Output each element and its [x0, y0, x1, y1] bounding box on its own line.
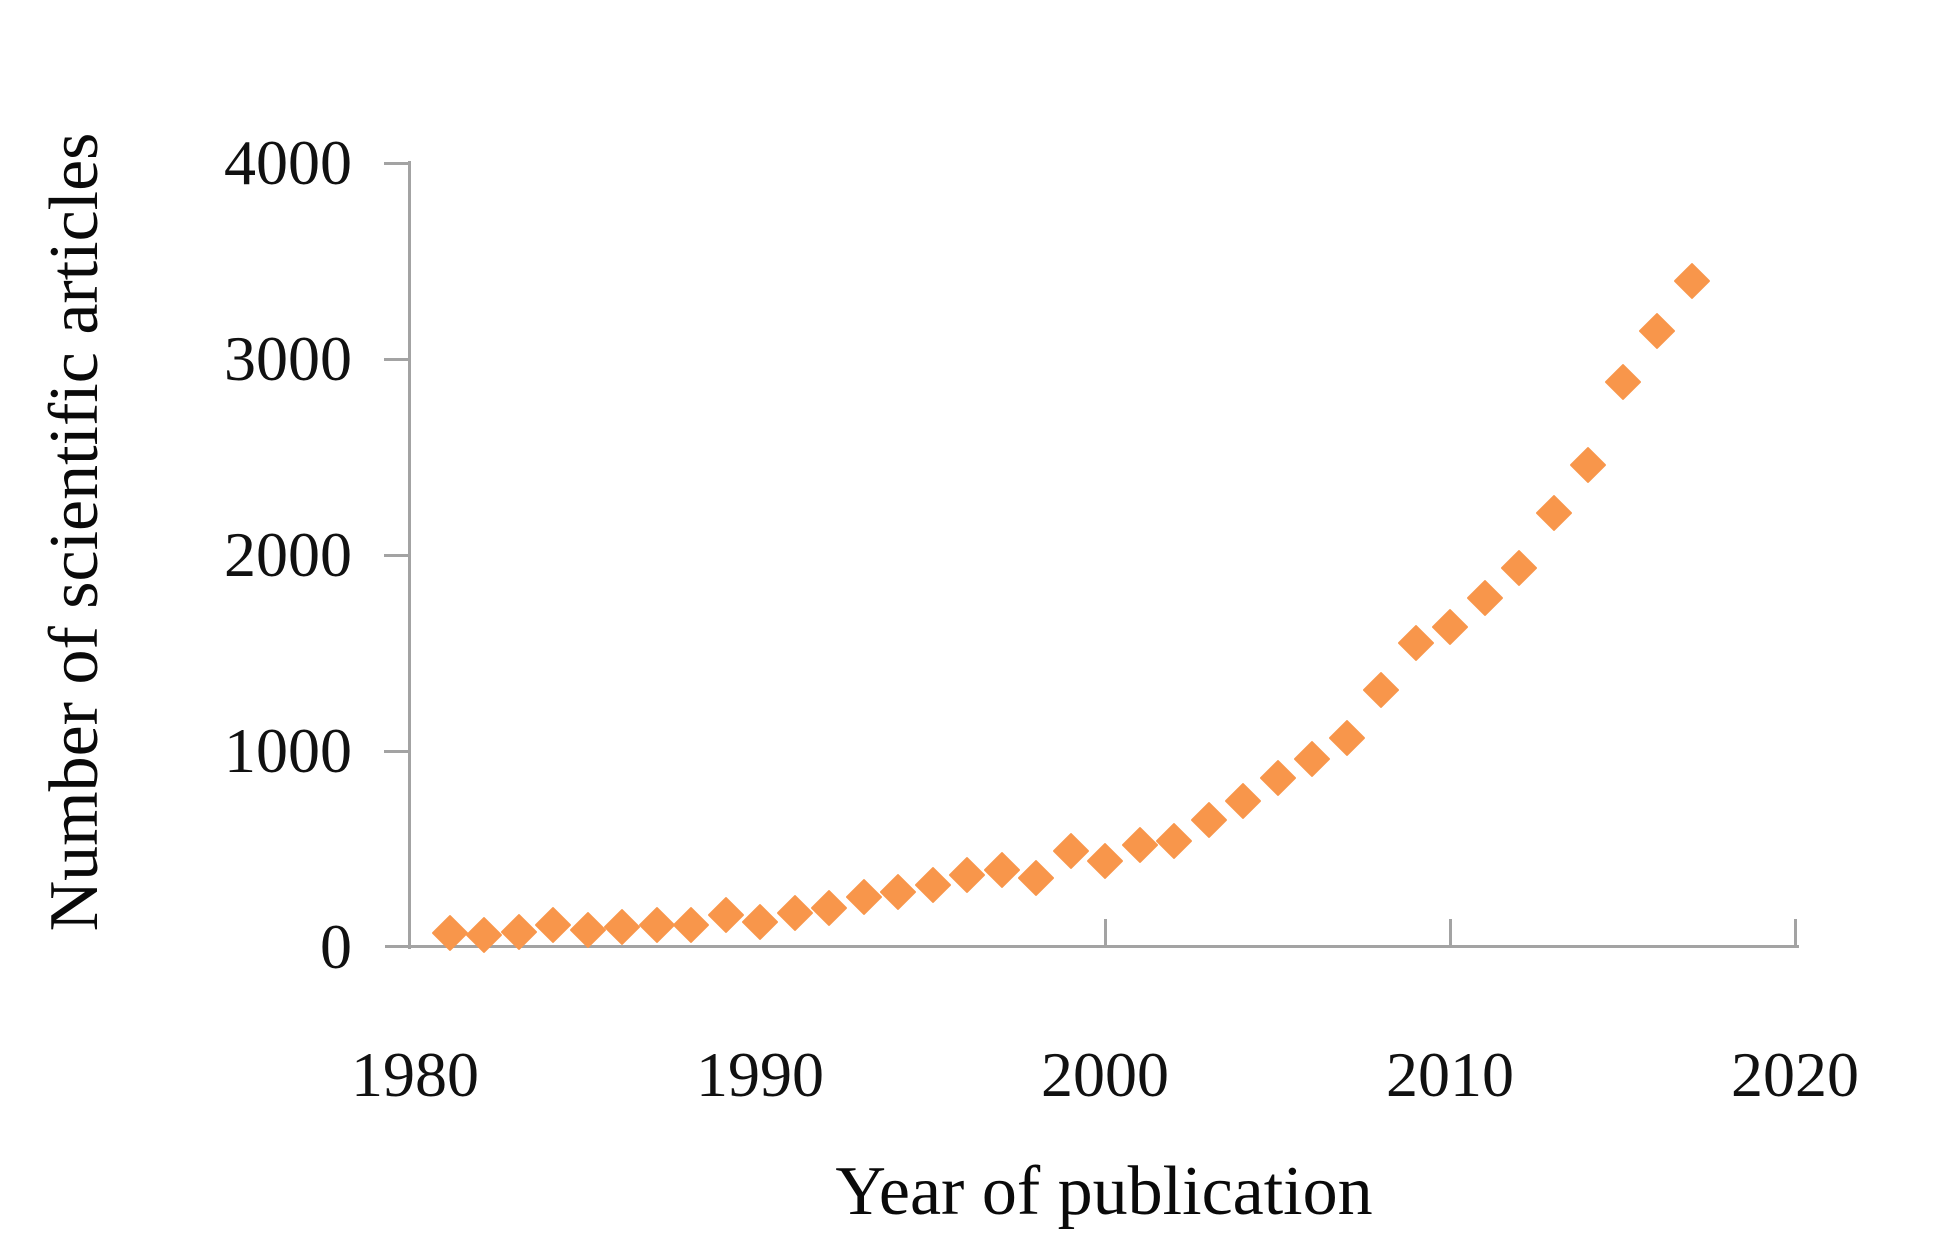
data-point: [1086, 842, 1124, 880]
data-point: [1638, 312, 1676, 350]
data-point: [1293, 740, 1331, 778]
y-tick-mark: [384, 749, 410, 753]
y-tick-mark: [384, 161, 410, 165]
x-tick-label: 1980: [351, 1039, 479, 1110]
data-point: [569, 911, 606, 949]
data-point: [845, 878, 882, 916]
y-tick-mark: [384, 553, 410, 557]
data-point: [810, 889, 848, 927]
data-point: [776, 894, 813, 932]
data-point: [672, 906, 710, 944]
data-point: [1535, 494, 1572, 532]
y-tick-mark: [384, 357, 410, 361]
x-tick-label: 2000: [1041, 1039, 1169, 1110]
x-tick-label: 2020: [1731, 1039, 1859, 1110]
data-point: [741, 903, 779, 941]
data-point: [1604, 363, 1641, 401]
data-point: [1673, 262, 1710, 299]
data-point: [983, 851, 1020, 888]
data-point: [534, 907, 572, 944]
y-tick-label: 2000: [224, 519, 352, 590]
y-tick-label: 3000: [224, 323, 352, 394]
data-point: [465, 916, 503, 954]
data-point: [948, 856, 986, 894]
data-point: [638, 906, 675, 944]
data-point: [1017, 859, 1055, 897]
x-tick-mark: [1448, 919, 1452, 947]
x-axis-line: [385, 945, 1799, 948]
data-point: [603, 909, 641, 946]
data-point: [1397, 624, 1434, 662]
x-tick-label: 2010: [1386, 1039, 1514, 1110]
data-point: [1224, 782, 1262, 820]
x-tick-label: 1990: [696, 1039, 824, 1110]
data-point: [1362, 671, 1400, 709]
y-tick-label: 0: [320, 911, 352, 982]
data-point: [1328, 719, 1365, 757]
x-tick-mark: [1103, 919, 1107, 947]
data-point: [1259, 759, 1296, 797]
data-point: [1052, 832, 1089, 870]
data-point: [1121, 826, 1158, 864]
data-point: [707, 896, 744, 934]
data-point: [1155, 822, 1193, 860]
y-tick-label: 1000: [224, 715, 352, 786]
data-point: [1569, 446, 1607, 484]
data-point: [1190, 801, 1227, 838]
data-point: [1431, 608, 1469, 646]
data-point: [1466, 579, 1503, 617]
data-point: [914, 866, 951, 904]
data-point: [1500, 549, 1538, 587]
y-tick-label: 4000: [224, 127, 352, 198]
x-tick-mark: [1793, 919, 1797, 947]
x-axis-title: Year of publication: [835, 1153, 1373, 1230]
data-point: [879, 873, 917, 911]
